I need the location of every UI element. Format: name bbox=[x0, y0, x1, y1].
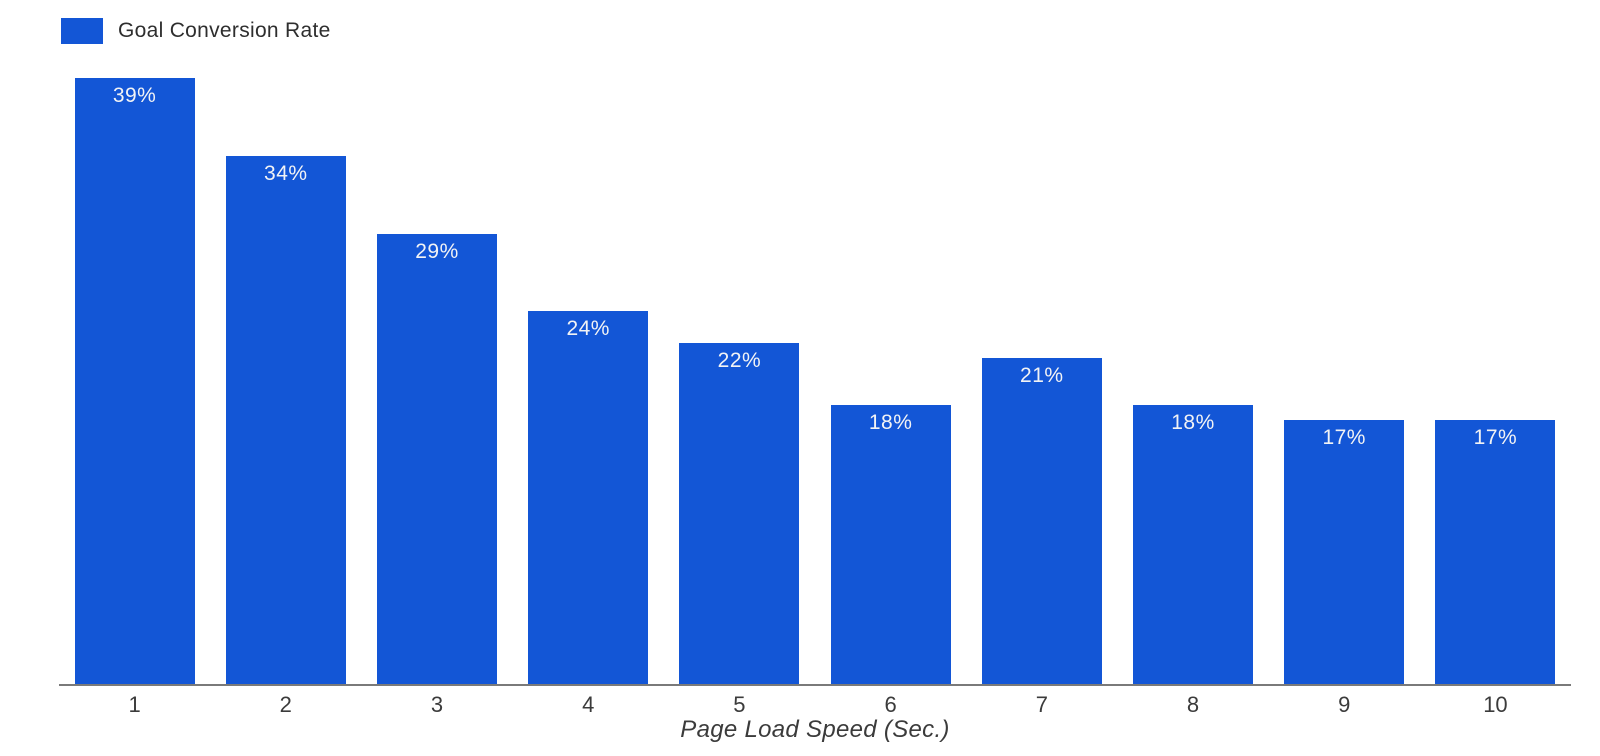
bar-value-label: 21% bbox=[1020, 364, 1064, 387]
bar-slot: 34% bbox=[210, 78, 361, 685]
x-tick-label: 2 bbox=[279, 692, 292, 717]
bar: 17% bbox=[1435, 420, 1556, 685]
x-tick-label: 9 bbox=[1338, 692, 1351, 717]
bar-slot: 17% bbox=[1420, 78, 1571, 685]
legend: Goal Conversion Rate bbox=[61, 18, 331, 44]
bar: 17% bbox=[1284, 420, 1405, 685]
bar-slot: 39% bbox=[59, 78, 210, 685]
bar-slot: 18% bbox=[815, 78, 966, 685]
x-tick-label: 4 bbox=[582, 692, 595, 717]
x-tick-label: 7 bbox=[1035, 692, 1048, 717]
x-tick-label: 6 bbox=[884, 692, 897, 717]
bar-slot: 17% bbox=[1269, 78, 1420, 685]
bar-slot: 24% bbox=[513, 78, 664, 685]
x-tick-label: 1 bbox=[128, 692, 141, 717]
bar: 39% bbox=[74, 78, 195, 685]
bar-value-label: 17% bbox=[1322, 426, 1366, 449]
legend-swatch bbox=[61, 18, 103, 44]
bar: 18% bbox=[830, 405, 951, 685]
bar-slot: 18% bbox=[1117, 78, 1268, 685]
x-axis-ticks: 1 2 3 4 5 6 7 8 9 10 bbox=[59, 692, 1571, 718]
bar: 18% bbox=[1133, 405, 1254, 685]
bar-slot: 22% bbox=[664, 78, 815, 685]
bar-value-label: 24% bbox=[566, 317, 610, 340]
bar-value-label: 29% bbox=[415, 240, 459, 263]
bar: 21% bbox=[981, 358, 1102, 685]
plot-area: 39% 34% 29% 24% 22% 18% 21% 18% 17% 17% 1 2 3 4 5 6 7 8 9… bbox=[59, 0, 1571, 756]
bar-value-label: 39% bbox=[112, 84, 157, 107]
legend-label: Goal Conversion Rate bbox=[118, 19, 331, 42]
bar-value-label: 17% bbox=[1473, 426, 1518, 449]
bar: 24% bbox=[528, 311, 649, 685]
x-tick-label: 8 bbox=[1186, 692, 1200, 717]
x-axis-title: Page Load Speed (Sec.) bbox=[680, 716, 950, 743]
x-tick-label: 10 bbox=[1483, 692, 1508, 717]
x-tick-label: 3 bbox=[430, 692, 444, 717]
bar-value-label: 22% bbox=[717, 349, 762, 372]
bar: 29% bbox=[377, 234, 497, 685]
bar: 34% bbox=[225, 156, 346, 685]
bar: 22% bbox=[679, 343, 800, 685]
bar-value-label: 18% bbox=[868, 411, 913, 434]
bar-slot: 29% bbox=[361, 78, 512, 685]
bar-value-label: 34% bbox=[264, 162, 308, 185]
bar-value-label: 18% bbox=[1171, 411, 1215, 434]
bars-container: 39% 34% 29% 24% 22% 18% 21% 18% 17% 17% bbox=[59, 78, 1571, 685]
x-axis-line bbox=[59, 684, 1571, 686]
x-tick-label: 5 bbox=[733, 692, 746, 717]
bar-slot: 21% bbox=[966, 78, 1117, 685]
